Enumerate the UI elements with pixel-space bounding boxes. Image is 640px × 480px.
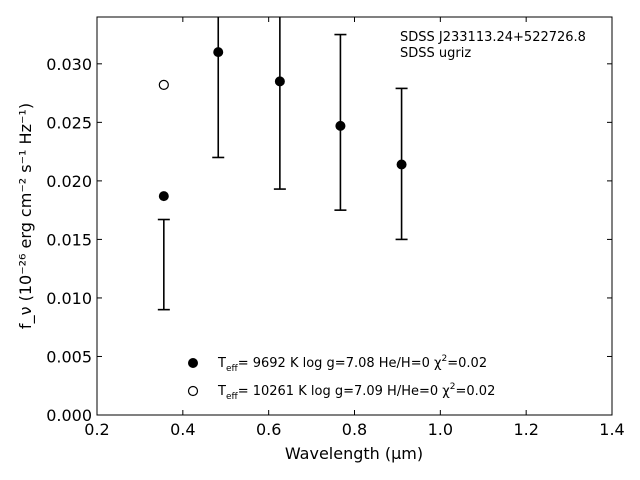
x-tick-label: 0.8 [342,420,367,439]
y-tick-label: 0.030 [46,55,92,74]
data-points [158,47,407,202]
y-tick-label: 0.000 [46,406,92,425]
data-point-filled [396,159,407,170]
legend-label-2: Teff= 10261 K log g=7.09 H/He=0 χ2=0.02 [217,382,495,402]
data-point-filled [158,191,169,202]
y-tick-label: 0.025 [46,113,92,132]
annotation-filters: SDSS ugriz [400,46,471,61]
y-tick-label: 0.020 [46,172,92,191]
error-bar [212,17,225,159]
data-point-filled [213,47,224,58]
y-axis-label: f_ν (10⁻²⁶ erg cm⁻² s⁻¹ Hz⁻¹) [16,103,36,329]
legend-marker-open [187,385,199,397]
x-tick-label: 0.6 [256,420,281,439]
y-tick-label: 0.015 [46,230,92,249]
x-axis-label: Wavelength (μm) [285,444,423,463]
x-tick-label: 1.0 [428,420,453,439]
y-tick-label: 0.010 [46,289,92,308]
axis-ticks: 0.2 0.4 0.6 0.8 1.0 1.2 1.4 0.000 0.005 0.010 0.01… [46,17,625,439]
error-bar [157,218,170,311]
data-point-filled [335,120,346,131]
x-tick-label: 1.2 [513,420,538,439]
x-tick-label: 0.4 [170,420,195,439]
legend: Teff= 9692 K log g=7.08 He/H=0 χ2=0.02 T… [187,354,495,402]
legend-label-1: Teff= 9692 K log g=7.08 He/H=0 χ2=0.02 [217,354,487,374]
data-point-filled [274,76,285,87]
x-tick-label: 0.2 [84,420,109,439]
annotation-object-name: SDSS J233113.24+522726.8 [400,30,586,45]
legend-marker-filled [188,358,198,368]
y-tick-label: 0.005 [46,347,92,366]
data-point-open [158,79,169,90]
error-bar [273,17,286,190]
plot-frame [96,16,613,416]
x-tick-label: 1.4 [599,420,624,439]
